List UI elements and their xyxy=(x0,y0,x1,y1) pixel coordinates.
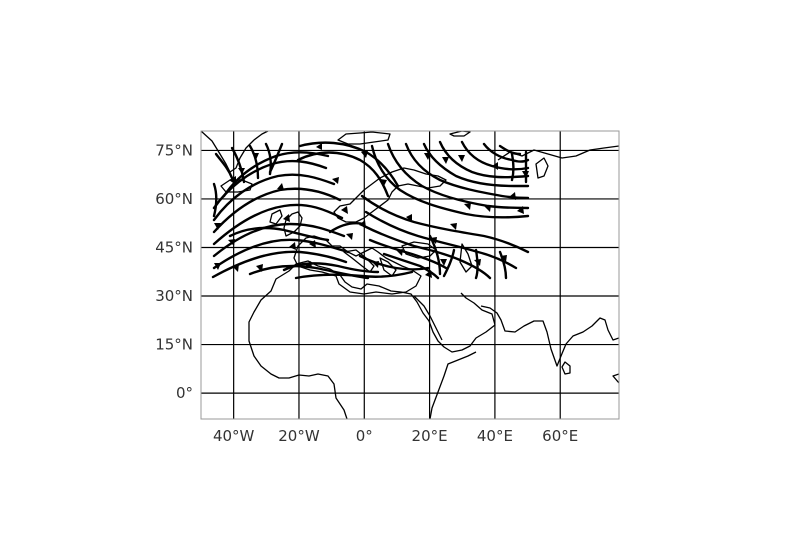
streamline xyxy=(360,194,530,254)
streamline-arrow xyxy=(425,270,432,278)
streamline xyxy=(212,203,344,246)
streamline-arrow xyxy=(517,206,524,214)
streamline-arrow xyxy=(500,255,507,262)
coastline-southeast-asia xyxy=(612,373,619,384)
streamline-arrow xyxy=(316,143,322,150)
streamline xyxy=(498,144,522,156)
streamline-arrow xyxy=(509,192,516,200)
streamline xyxy=(358,254,430,271)
streamline xyxy=(268,142,284,174)
wind-streamlines xyxy=(211,140,530,280)
streamline xyxy=(282,262,380,274)
streamline-arrow xyxy=(522,171,529,178)
streamline-arrow xyxy=(277,183,284,190)
streamline-arrow xyxy=(361,151,368,158)
streamline-arrow xyxy=(346,233,353,240)
streamline-arrow xyxy=(214,223,221,230)
coastline-svalbard xyxy=(337,131,391,145)
longitude-tick-labels: 40°W 20°W 0° 20°E 40°E 60°E xyxy=(213,427,578,445)
streamline-arrow xyxy=(380,179,387,186)
streamline-arrow xyxy=(442,157,449,164)
latitude-tick-label: 45°N xyxy=(155,238,193,256)
longitude-tick-label: 0° xyxy=(356,427,373,445)
streamline-arrow xyxy=(238,168,245,174)
streamline-arrow xyxy=(406,214,412,222)
streamline-arrow xyxy=(305,261,312,268)
latitude-tick-label: 60°N xyxy=(155,190,193,208)
streamline-arrow xyxy=(474,259,481,266)
streamline-arrows xyxy=(214,143,529,278)
streamline-arrow xyxy=(289,242,296,250)
streamline xyxy=(296,151,390,198)
streamline xyxy=(510,152,515,182)
streamline xyxy=(404,142,530,200)
coastline-africa-asia xyxy=(248,260,619,419)
streamline-arrow xyxy=(332,177,339,184)
streamline xyxy=(248,144,260,180)
streamline-arrow xyxy=(283,214,290,222)
streamline-arrow xyxy=(359,220,366,228)
streamline-arrow xyxy=(484,205,491,212)
streamline-arrow xyxy=(464,203,471,210)
streamline-arrow xyxy=(492,162,498,170)
coastline-horn-of-africa xyxy=(429,351,477,419)
coastline-sri-lanka xyxy=(561,361,571,375)
streamline xyxy=(368,238,448,270)
streamline-arrow xyxy=(256,264,263,272)
streamline-arrow xyxy=(424,153,431,160)
coastline-yamal xyxy=(535,157,549,179)
streamline xyxy=(438,140,530,179)
longitude-tick-label: 40°W xyxy=(213,427,255,445)
longitude-tick-label: 60°E xyxy=(542,427,578,445)
streamline xyxy=(498,250,508,280)
streamline-arrow xyxy=(458,155,465,162)
longitude-tick-label: 40°E xyxy=(477,427,513,445)
coastline-greenland xyxy=(201,131,269,173)
coastline-italy-balkans xyxy=(343,249,397,277)
streamline-arrow xyxy=(430,237,437,244)
streamline-arrow xyxy=(372,261,379,268)
streamline-arrow xyxy=(228,239,235,246)
longitude-tick-label: 20°W xyxy=(278,427,320,445)
streamline xyxy=(228,226,330,242)
coastline-scandinavia-russia xyxy=(333,167,447,223)
streamline xyxy=(212,173,336,222)
streamline xyxy=(442,248,456,278)
streamline-arrow xyxy=(440,259,447,266)
streamline xyxy=(370,144,530,219)
streamline xyxy=(214,152,234,180)
streamline-arrow xyxy=(214,263,221,270)
streamline xyxy=(386,142,530,210)
streamline-arrow xyxy=(232,264,239,272)
streamline xyxy=(474,248,479,280)
streamline xyxy=(212,182,218,218)
streamline xyxy=(364,210,518,270)
latitude-tick-label: 15°N xyxy=(155,336,193,354)
streamline-arrow xyxy=(396,249,403,256)
latitude-tick-label: 75°N xyxy=(155,141,193,159)
map-background xyxy=(201,131,619,419)
streamline xyxy=(382,252,440,280)
streamline xyxy=(212,187,342,234)
latitude-tick-labels: 0° 15°N 30°N 45°N 60°N 75°N xyxy=(155,141,193,402)
streamline xyxy=(212,238,350,270)
map-area xyxy=(200,130,620,420)
map-frame xyxy=(200,130,620,420)
streamline xyxy=(230,146,246,184)
streamline-arrow xyxy=(252,153,259,160)
streamline xyxy=(422,142,530,188)
streamline-arrow xyxy=(341,206,348,214)
streamline-arrow xyxy=(309,240,316,248)
streamline-arrow xyxy=(229,176,236,185)
streamline-arrow xyxy=(450,223,457,230)
latitude-tick-label: 30°N xyxy=(155,287,193,305)
streamline xyxy=(294,270,414,280)
longitude-tick-label: 20°E xyxy=(412,427,448,445)
latitude-tick-label: 0° xyxy=(176,384,193,402)
gridlines xyxy=(201,131,619,419)
